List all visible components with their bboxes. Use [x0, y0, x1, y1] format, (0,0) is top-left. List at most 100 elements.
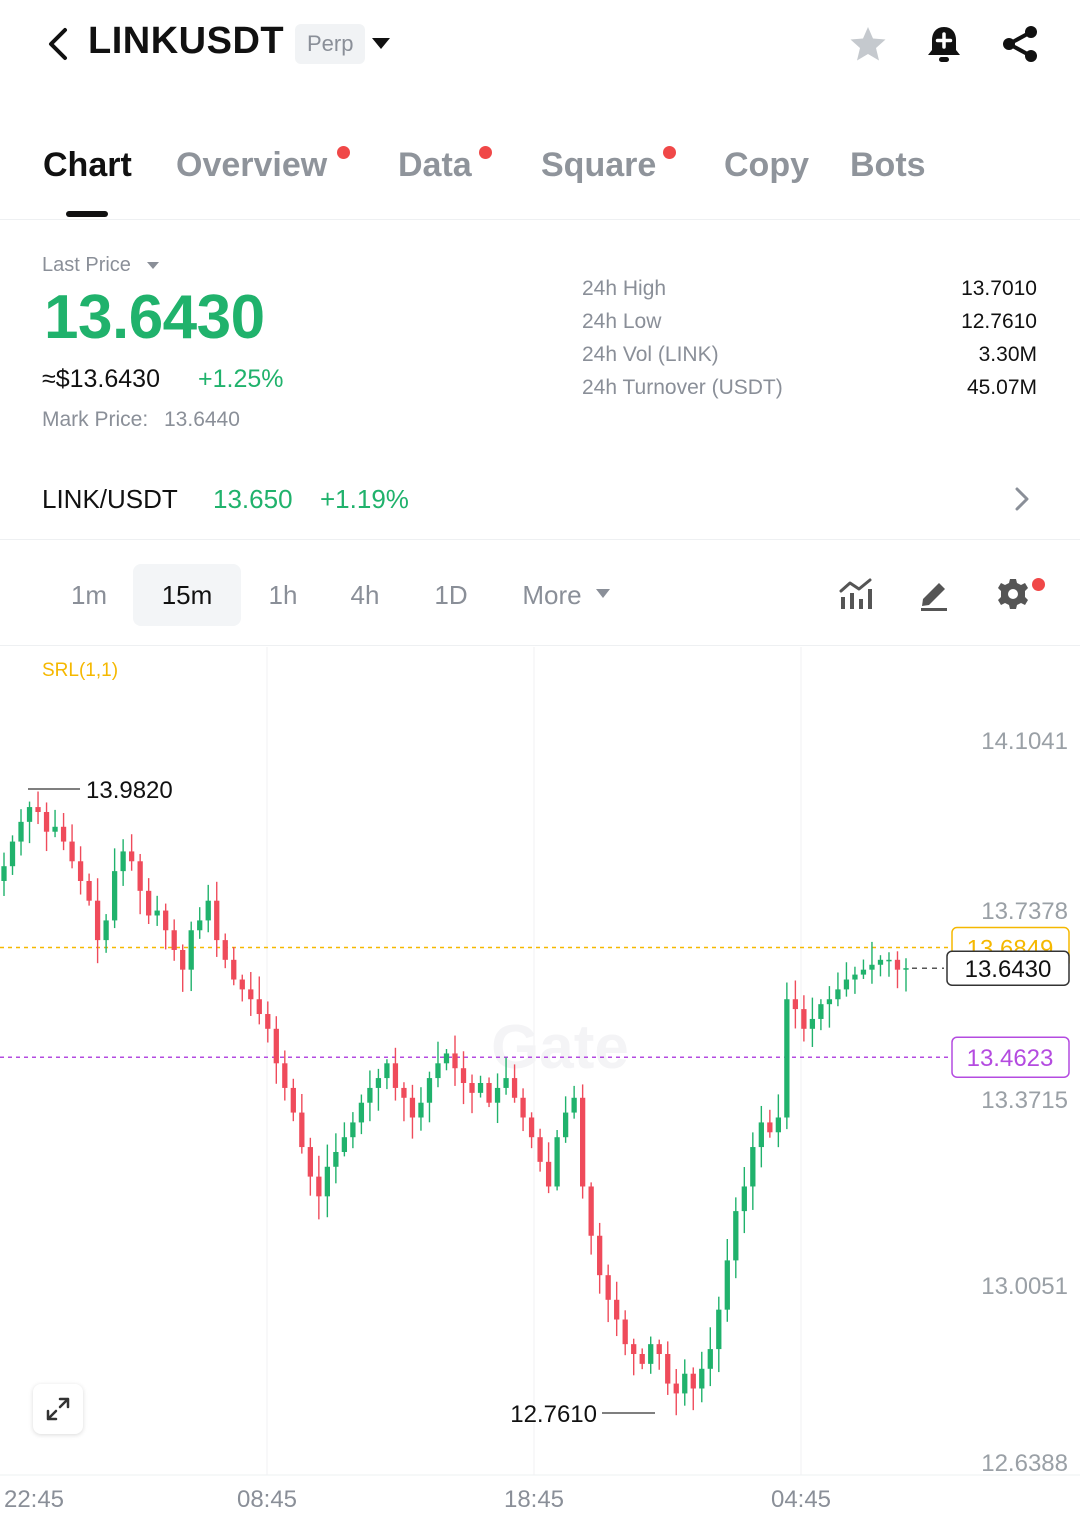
srl_lower-tag: 13.4623 [967, 1045, 1054, 1072]
candle-body [120, 851, 126, 872]
candle-body [180, 949, 186, 970]
interval-more[interactable]: More [522, 580, 582, 610]
candle-body [239, 979, 245, 990]
spot-pair-row[interactable]: LINK/USDT 13.650 +1.19% [0, 470, 1080, 540]
candle-body [537, 1137, 543, 1162]
contract-type-badge: Perp [295, 24, 366, 64]
candle-body [52, 826, 58, 832]
interval-1d[interactable]: 1D [434, 580, 468, 610]
candle-body [860, 969, 867, 975]
share-icon[interactable] [998, 22, 1042, 66]
candle-body [111, 871, 118, 921]
candle-body [316, 1176, 322, 1197]
stat-high-value: 13.7010 [961, 277, 1037, 300]
candle-body [265, 1014, 271, 1029]
candle-body [35, 807, 41, 813]
candle-body [801, 1009, 807, 1029]
symbol-title[interactable]: LINKUSDT [88, 20, 285, 62]
tab-copy[interactable]: Copy [724, 146, 809, 184]
last-price-tag: 13.6430 [965, 956, 1052, 983]
candle-body [26, 807, 33, 822]
candle-body [1, 866, 7, 881]
candle-body [614, 1299, 620, 1320]
top-bar: LINKUSDT Perp [0, 0, 1080, 90]
interval-bar: 1m 15m 1h 4h 1D More [0, 560, 1080, 646]
interval-4h[interactable]: 4h [350, 580, 380, 610]
candle-body [60, 826, 67, 842]
stat-vol-label: 24h Vol (LINK) [582, 343, 719, 366]
spot-price: 13.650 [213, 484, 293, 514]
candle-body [350, 1122, 356, 1138]
candle-body [775, 1117, 781, 1133]
candle-body [273, 1028, 279, 1064]
candlestick-chart[interactable]: 22:45 08:45 18:45 04:45 14.1041 13.7378 13.371… [0, 647, 1080, 1533]
candle-body [9, 841, 16, 867]
indicators-icon[interactable] [836, 574, 876, 614]
candle-body [486, 1083, 492, 1103]
candle-body [103, 920, 109, 941]
candle-body [154, 910, 160, 916]
candle-body [648, 1344, 654, 1364]
tab-overview[interactable]: Overview [176, 146, 328, 184]
candle-body [460, 1068, 467, 1084]
candle-body [886, 959, 892, 962]
candle-body [86, 880, 92, 901]
candle-body [520, 1097, 526, 1118]
candle-body [129, 851, 135, 862]
x-tick-label: 08:45 [237, 1486, 297, 1513]
candle-body [622, 1319, 628, 1345]
candle-body [835, 989, 841, 1000]
caret-down-icon[interactable] [596, 589, 610, 598]
stat-turnover-label: 24h Turnover (USDT) [582, 376, 783, 399]
candle-body [248, 989, 254, 1000]
candle-body [767, 1122, 773, 1133]
watermark-logo: Gate [491, 1013, 629, 1082]
candle-body [741, 1186, 747, 1212]
tab-square[interactable]: Square [541, 146, 657, 184]
candle-body [401, 1087, 407, 1098]
candle-body [469, 1083, 475, 1093]
interval-15m[interactable]: 15m [133, 564, 241, 626]
candle-body [545, 1161, 552, 1187]
last-price-label[interactable]: Last Price [42, 254, 131, 276]
interval-1m[interactable]: 1m [70, 580, 108, 610]
candle-body [43, 812, 50, 832]
notification-dot [479, 146, 492, 159]
caret-down-icon[interactable] [147, 262, 159, 269]
candle-body [341, 1137, 348, 1152]
candle-body [554, 1137, 560, 1187]
interval-1h[interactable]: 1h [268, 580, 298, 610]
x-tick-label: 22:45 [4, 1486, 64, 1513]
candle-body [758, 1122, 764, 1148]
candle-body [77, 861, 84, 881]
main-tabs: Chart Overview Data Square Copy Bots [0, 130, 1080, 220]
notification-dot [1032, 578, 1045, 591]
back-icon[interactable] [40, 24, 76, 64]
notification-dot [663, 146, 676, 159]
stat-low-label: 24h Low [582, 310, 662, 333]
candle-body [605, 1275, 611, 1300]
tab-chart[interactable]: Chart [43, 146, 132, 184]
x-tick-label: 18:45 [504, 1486, 564, 1513]
star-icon[interactable] [846, 22, 890, 66]
candle-body [18, 821, 24, 842]
candle-body [631, 1344, 637, 1355]
expand-icon[interactable] [33, 1384, 83, 1434]
tab-data[interactable]: Data [398, 146, 472, 184]
candle-body [597, 1235, 603, 1276]
draw-pencil-icon[interactable] [914, 574, 954, 614]
bell-plus-icon[interactable] [922, 22, 966, 66]
candle-body [333, 1151, 339, 1167]
candle-body [222, 940, 228, 960]
candle-body [894, 959, 901, 970]
candle-body [903, 968, 909, 970]
candle-body [699, 1368, 705, 1389]
srl_lower-box [951, 1036, 1070, 1078]
tab-bots[interactable]: Bots [850, 146, 926, 184]
stat-vol-value: 3.30M [978, 343, 1037, 366]
settings-gear-icon[interactable] [993, 574, 1033, 614]
low-annotation-label: 12.7610 [510, 1401, 597, 1428]
candle-body [299, 1112, 305, 1148]
chevron-down-icon[interactable] [372, 38, 390, 49]
chevron-right-icon [1012, 484, 1032, 514]
